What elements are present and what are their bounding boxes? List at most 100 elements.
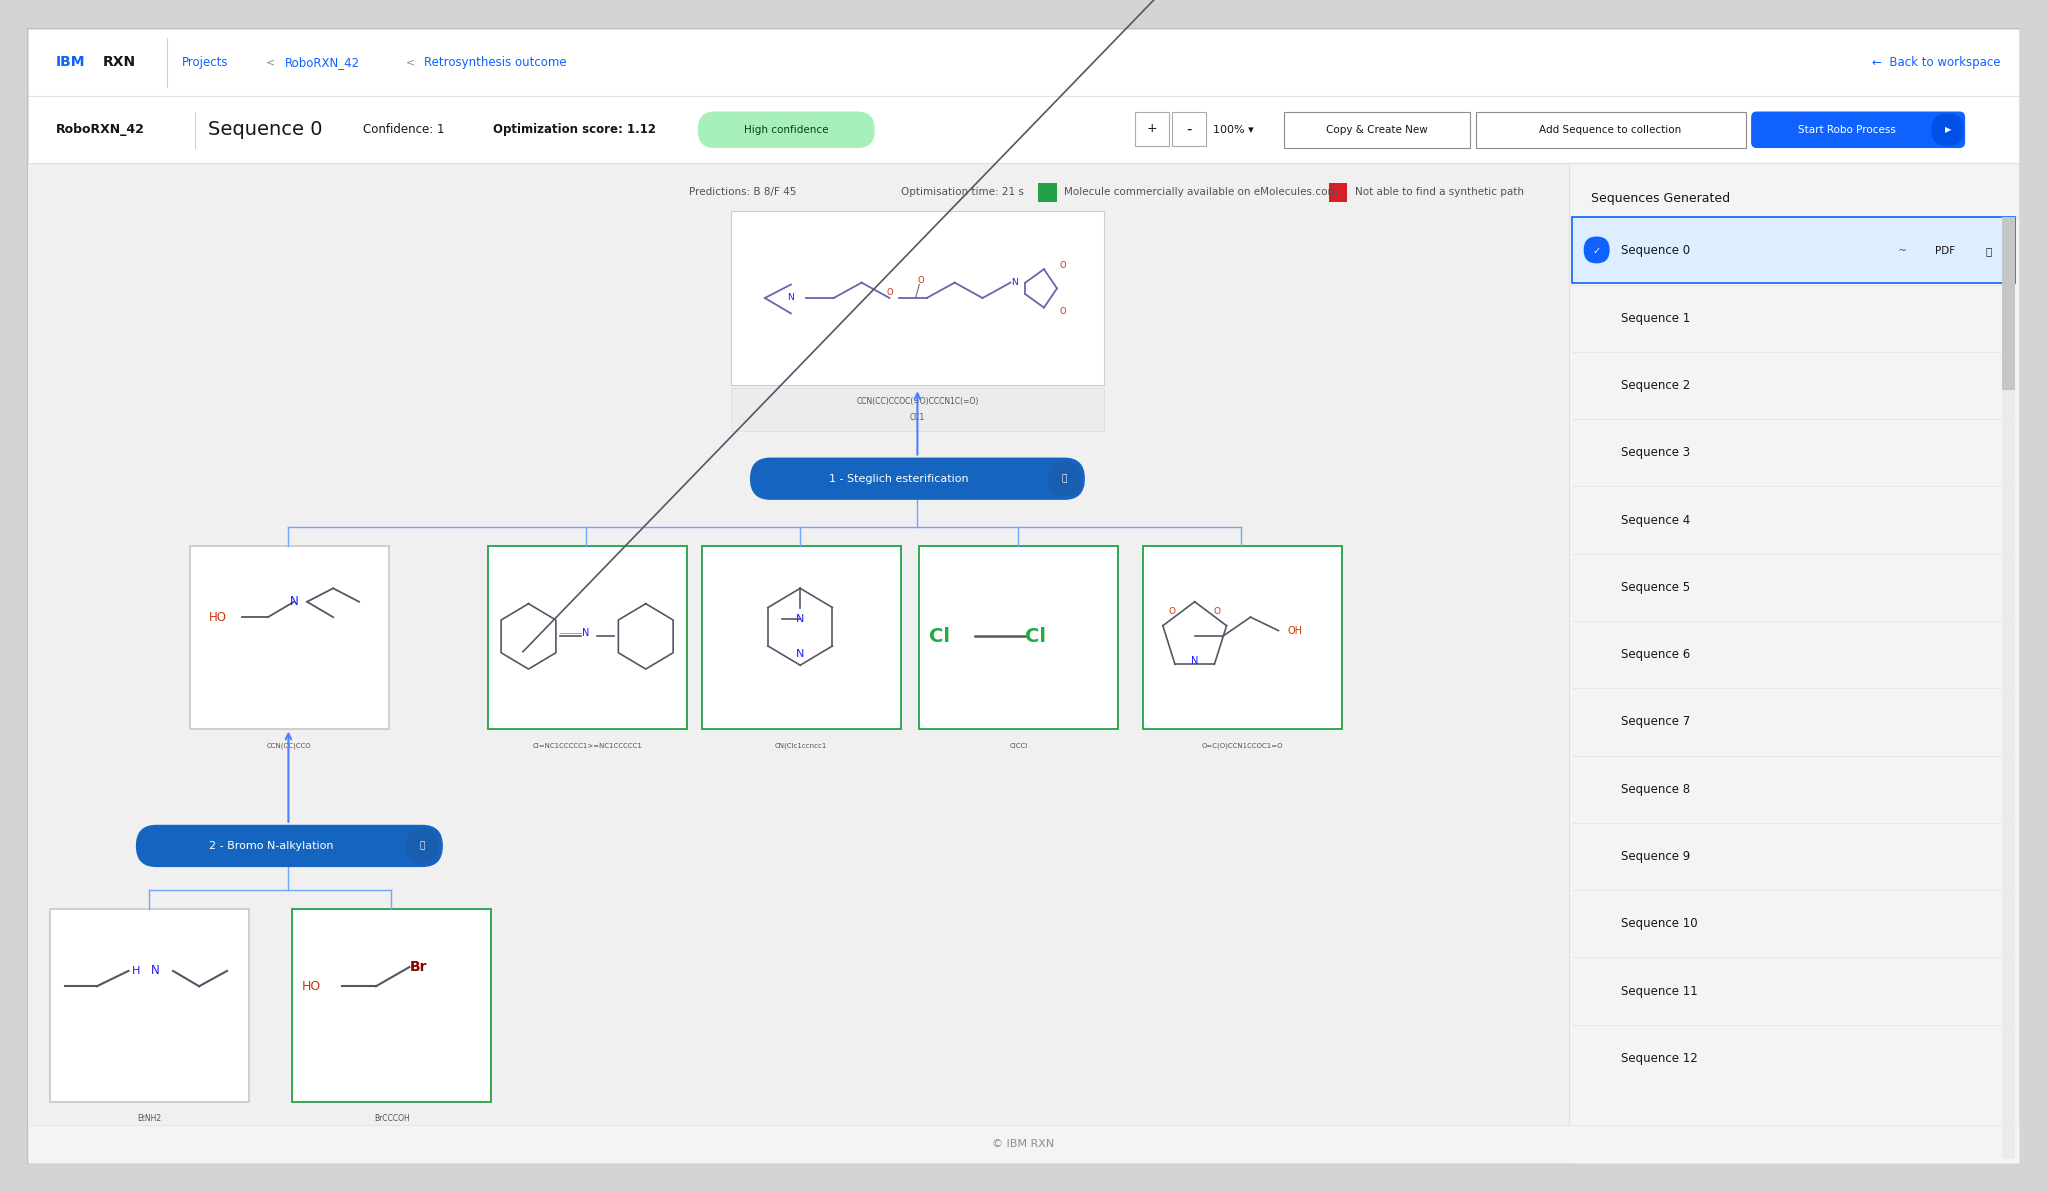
FancyBboxPatch shape: [1048, 461, 1081, 496]
Text: O: O: [1058, 308, 1066, 316]
Bar: [731, 211, 1103, 385]
Text: CCN(CC)CCOC(=O)CCCN1C(=O): CCN(CC)CCOC(=O)CCCN1C(=O): [856, 397, 978, 406]
Bar: [1136, 112, 1169, 147]
Bar: [702, 546, 901, 728]
Text: Sequence 8: Sequence 8: [1621, 783, 1691, 796]
Text: N: N: [1011, 278, 1017, 287]
Text: Optimization score: 1.12: Optimization score: 1.12: [493, 123, 657, 136]
Text: N: N: [1191, 657, 1197, 666]
Text: Sequence 6: Sequence 6: [1621, 648, 1691, 662]
Text: Sequence 11: Sequence 11: [1621, 985, 1697, 998]
FancyBboxPatch shape: [405, 828, 440, 863]
Text: Sequence 5: Sequence 5: [1621, 581, 1691, 594]
FancyBboxPatch shape: [135, 825, 442, 867]
Text: 2 - Bromo N-alkylation: 2 - Bromo N-alkylation: [209, 840, 334, 851]
Bar: [51, 909, 250, 1101]
Text: -: -: [1187, 122, 1191, 136]
Text: Sequence 2: Sequence 2: [1621, 379, 1691, 392]
Text: OH: OH: [1288, 626, 1302, 635]
Text: Cl=NC1CCCCC1>=NC1CCCCC1: Cl=NC1CCCCC1>=NC1CCCCC1: [532, 743, 643, 749]
Text: Sequence 4: Sequence 4: [1621, 514, 1691, 527]
Text: <: <: [266, 57, 276, 68]
Text: Sequence 1: Sequence 1: [1621, 311, 1691, 324]
Text: High confidence: High confidence: [743, 125, 829, 135]
Text: RoboRXN_42: RoboRXN_42: [285, 56, 360, 69]
Bar: [1572, 217, 2016, 283]
Bar: [293, 909, 491, 1101]
Text: 100% ▾: 100% ▾: [1214, 125, 1255, 135]
Text: CCN(CC)CCO: CCN(CC)CCO: [266, 743, 311, 750]
Text: ▶: ▶: [1945, 125, 1951, 135]
FancyBboxPatch shape: [1932, 113, 1963, 147]
Text: Sequence 7: Sequence 7: [1621, 715, 1691, 728]
Bar: [29, 97, 2018, 163]
Bar: [29, 29, 2018, 97]
Bar: [1038, 182, 1056, 201]
Text: Predictions: B 8/F 45: Predictions: B 8/F 45: [688, 187, 796, 197]
FancyBboxPatch shape: [749, 458, 1085, 499]
Text: RXN: RXN: [102, 56, 135, 69]
Text: Sequences Generated: Sequences Generated: [1591, 192, 1730, 205]
Text: Br: Br: [409, 960, 428, 974]
Text: ClCCl: ClCCl: [1009, 743, 1028, 749]
Bar: [29, 1125, 2018, 1163]
Text: Projects: Projects: [182, 56, 229, 69]
Text: 1 - Steglich esterification: 1 - Steglich esterification: [829, 473, 968, 484]
Text: Cl: Cl: [929, 627, 950, 646]
Text: O: O: [1058, 261, 1066, 269]
FancyBboxPatch shape: [1750, 112, 1965, 148]
Text: CC1: CC1: [909, 412, 925, 422]
Bar: [2002, 217, 2016, 1160]
Text: Copy & Create New: Copy & Create New: [1326, 125, 1429, 135]
Text: Sequence 3: Sequence 3: [1621, 446, 1691, 459]
Bar: [1173, 112, 1206, 147]
Text: N: N: [289, 595, 299, 608]
Text: H: H: [133, 966, 141, 976]
Bar: [1283, 112, 1470, 148]
Text: Start Robo Process: Start Robo Process: [1797, 125, 1896, 135]
Text: <: <: [405, 57, 416, 68]
Text: N: N: [796, 650, 804, 659]
Text: © IBM RXN: © IBM RXN: [993, 1138, 1054, 1149]
Text: Molecule commercially available on eMolecules.com: Molecule commercially available on eMole…: [1064, 187, 1339, 197]
FancyBboxPatch shape: [1584, 236, 1609, 263]
Text: PDF: PDF: [1934, 246, 1955, 256]
Text: Cl: Cl: [1026, 627, 1046, 646]
Text: N: N: [796, 614, 804, 625]
Text: RoboRXN_42: RoboRXN_42: [55, 123, 145, 136]
Text: CN(Clc1ccncc1: CN(Clc1ccncc1: [776, 743, 827, 750]
Bar: [29, 163, 1568, 1163]
Text: Sequence 0: Sequence 0: [209, 120, 323, 139]
Text: N: N: [788, 293, 794, 303]
Text: IBM: IBM: [55, 56, 86, 69]
Text: Not able to find a synthetic path: Not able to find a synthetic path: [1355, 187, 1523, 197]
Text: O: O: [1169, 607, 1175, 616]
Text: Add Sequence to collection: Add Sequence to collection: [1539, 125, 1683, 135]
Text: EtNH2: EtNH2: [137, 1115, 162, 1123]
Text: O: O: [886, 287, 892, 297]
Bar: [1476, 112, 1746, 148]
Text: O: O: [917, 277, 925, 285]
Bar: [2002, 217, 2016, 390]
Bar: [731, 389, 1103, 430]
Text: Retrosynthesis outcome: Retrosynthesis outcome: [424, 56, 567, 69]
Text: N: N: [583, 627, 590, 638]
Text: ~: ~: [1898, 246, 1908, 256]
Bar: [1142, 546, 1341, 728]
Text: HO: HO: [209, 610, 227, 623]
Text: ✓: ✓: [1593, 246, 1601, 256]
Text: O=C(O)CCN1CCOC1=O: O=C(O)CCN1CCOC1=O: [1202, 743, 1283, 750]
Bar: [1568, 163, 2018, 1163]
Text: Sequence 9: Sequence 9: [1621, 850, 1691, 863]
Text: Optimisation time: 21 s: Optimisation time: 21 s: [901, 187, 1024, 197]
Text: Sequence 10: Sequence 10: [1621, 918, 1697, 930]
Text: N: N: [151, 964, 160, 977]
Text: ⤓: ⤓: [1986, 246, 1992, 256]
Text: 🔍: 🔍: [420, 842, 426, 850]
Bar: [919, 546, 1118, 728]
Text: HO: HO: [301, 980, 321, 993]
Bar: [487, 546, 686, 728]
Text: +: +: [1146, 123, 1157, 136]
Text: 🔍: 🔍: [1062, 474, 1066, 483]
Text: ←  Back to workspace: ← Back to workspace: [1871, 56, 2000, 69]
